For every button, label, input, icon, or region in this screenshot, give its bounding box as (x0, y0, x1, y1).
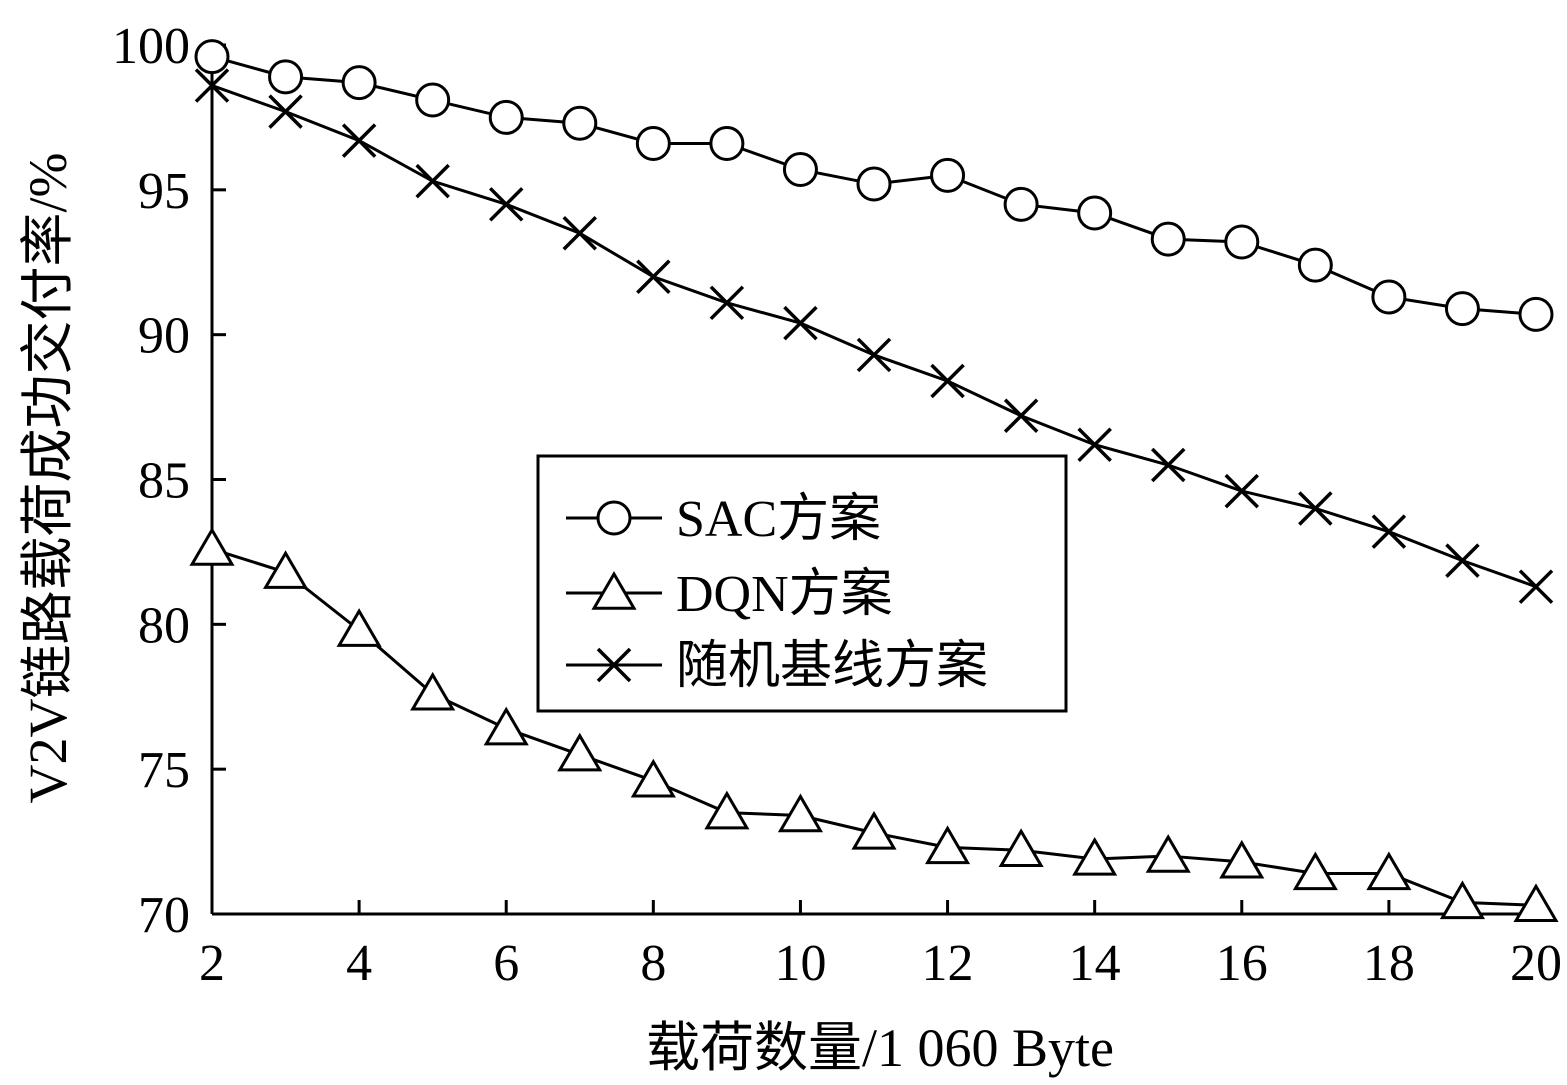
data-point-x (194, 68, 230, 103)
data-point-circle (1003, 186, 1039, 222)
legend-label: 随机基线方案 (676, 638, 988, 695)
legend-item: DQN方案 (566, 566, 893, 623)
y-tick-label: 75 (138, 742, 190, 799)
data-point-x (1298, 491, 1333, 526)
data-point-circle (1077, 195, 1113, 231)
legend-label: DQN方案 (676, 566, 893, 623)
y-tick-label: 95 (138, 163, 190, 220)
data-point-circle (709, 125, 745, 161)
legend-marker-x (596, 647, 632, 683)
data-point-triangle (1219, 839, 1265, 879)
x-tick-label: 12 (922, 935, 974, 992)
data-point-triangle (262, 550, 309, 589)
series-x (194, 68, 1554, 604)
data-point-triangle (336, 608, 382, 647)
data-point-triangle (1439, 880, 1486, 920)
data-point-circle (782, 152, 818, 188)
series-triangle (189, 527, 1559, 923)
series-circle (194, 39, 1554, 332)
data-point-triangle (1292, 851, 1338, 891)
x-axis-title: 载荷数量/1 060 Byte (646, 1018, 1114, 1078)
data-point-triangle (1145, 834, 1191, 873)
data-point-x (1445, 543, 1480, 578)
data-point-x (709, 285, 745, 321)
data-point-triangle (189, 527, 235, 566)
data-point-circle (562, 105, 598, 141)
data-point-triangle (704, 790, 750, 830)
data-point-x (856, 337, 892, 373)
y-ticks: 70 75 80 85 90 95 100 (112, 18, 226, 944)
data-point-circle (341, 65, 377, 101)
data-point-triangle (998, 828, 1044, 867)
legend-item: 随机基线方案 (566, 638, 988, 695)
data-point-triangle (483, 706, 529, 746)
y-tick-label: 70 (138, 887, 190, 944)
data-point-triangle (630, 758, 676, 798)
data-point-x (1371, 514, 1407, 549)
x-tick-label: 4 (346, 935, 372, 992)
data-point-x (415, 163, 450, 199)
y-tick-label: 85 (138, 453, 190, 510)
data-point-triangle (1513, 883, 1559, 923)
data-point-triangle (1072, 836, 1118, 876)
legend-marker-triangle (591, 571, 637, 610)
x-tick-label: 18 (1363, 935, 1415, 992)
x-ticks: 2 4 6 8 10 12 14 16 18 20 (199, 900, 1562, 992)
x-tick-label: 16 (1216, 935, 1268, 992)
data-point-circle (930, 157, 966, 193)
data-point-triangle (924, 825, 971, 865)
data-point-triangle (777, 793, 824, 833)
data-point-circle (268, 59, 304, 95)
legend-marker-circle (596, 500, 632, 536)
data-point-circle (194, 39, 230, 75)
series-layer (189, 39, 1559, 923)
data-point-circle (415, 82, 451, 118)
x-tick-label: 2 (199, 935, 225, 992)
y-tick-label: 80 (138, 597, 190, 654)
data-point-circle (635, 125, 671, 161)
data-point-x (562, 216, 598, 251)
data-point-circle (1297, 247, 1333, 283)
legend-item: SAC方案 (566, 491, 881, 548)
data-point-x (1150, 447, 1186, 483)
data-point-x (930, 363, 965, 399)
data-point-x (1003, 398, 1039, 434)
data-point-triangle (410, 671, 456, 711)
data-point-circle (1150, 221, 1186, 257)
data-point-circle (856, 166, 892, 202)
data-point-x (1224, 473, 1260, 509)
x-tick-label: 20 (1510, 935, 1562, 992)
x-tick-label: 6 (493, 935, 519, 992)
data-point-x (636, 259, 671, 294)
data-point-circle (488, 99, 524, 135)
x-tick-label: 10 (774, 935, 826, 992)
data-point-circle (1444, 291, 1480, 327)
legend-box (536, 454, 1068, 713)
data-point-triangle (1366, 851, 1412, 891)
data-point-triangle (557, 732, 603, 772)
x-tick-label: 8 (640, 935, 666, 992)
data-point-x (341, 123, 377, 158)
data-point-x (1077, 427, 1112, 462)
data-point-circle (1224, 224, 1260, 260)
y-axis-title: V2V链路载荷成功交付率/% (18, 153, 78, 804)
data-point-x (783, 305, 818, 341)
x-tick-label: 14 (1069, 935, 1121, 992)
data-point-triangle (851, 810, 897, 850)
data-point-x (1518, 569, 1554, 604)
y-tick-label: 90 (138, 308, 190, 365)
legend-label: SAC方案 (676, 491, 881, 548)
y-tick-label: 100 (112, 18, 190, 75)
data-point-x (488, 187, 524, 222)
data-point-x (268, 94, 303, 129)
data-point-circle (1371, 279, 1407, 315)
data-point-circle (1518, 296, 1554, 332)
